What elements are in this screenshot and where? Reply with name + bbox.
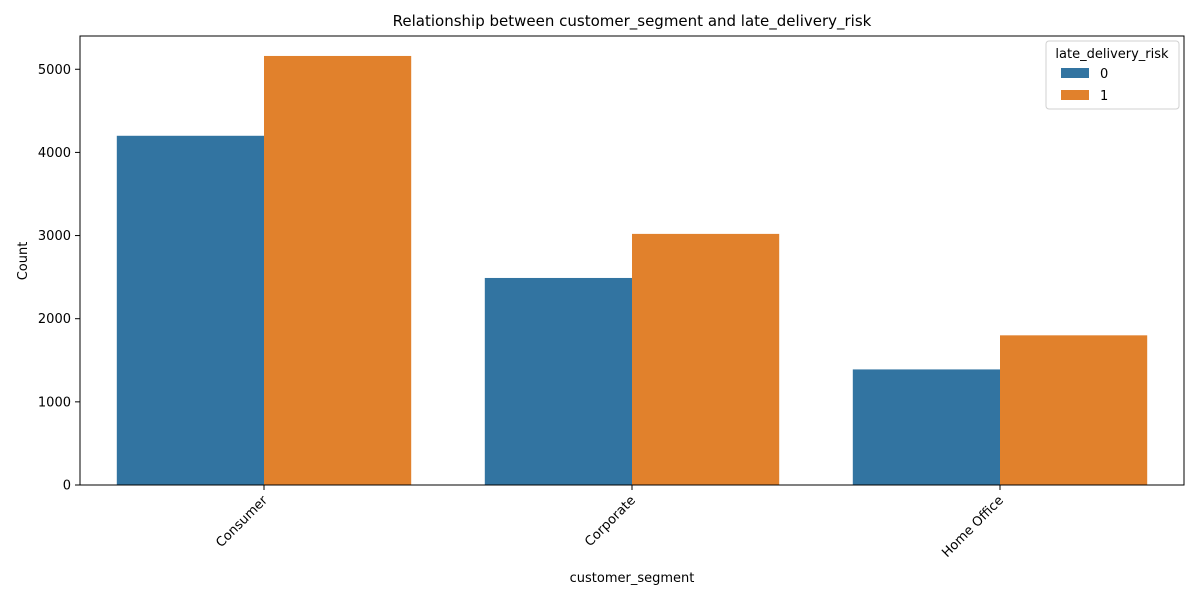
legend-label: 1: [1100, 89, 1108, 104]
bar-consumer-series-1: [264, 55, 412, 486]
y-axis: 0 1000 2000 3000 4000 5000: [38, 63, 80, 494]
chart-title: Relationship between customer_segment an…: [393, 12, 872, 31]
y-tick-label: 3000: [38, 229, 71, 244]
x-axis: Consumer Corporate Home Office: [213, 485, 1007, 561]
legend-title: late_delivery_risk: [1055, 47, 1169, 62]
x-tick-label: Corporate: [582, 493, 639, 550]
legend-swatch: [1061, 68, 1089, 78]
y-tick-label: 0: [63, 479, 71, 494]
y-tick-label: 1000: [38, 395, 71, 410]
bars-group: [116, 55, 1148, 486]
y-tick-label: 4000: [38, 146, 71, 161]
y-tick-label: 5000: [38, 63, 71, 78]
bar-corporate-series-0: [484, 277, 632, 485]
bar-home-office-series-0: [852, 369, 1000, 485]
bar-home-office-series-1: [1000, 335, 1148, 485]
legend-label: 0: [1100, 67, 1108, 82]
x-tick-label: Home Office: [939, 493, 1007, 561]
y-axis-label: Count: [16, 242, 31, 281]
x-tick-label: Consumer: [213, 493, 271, 551]
bar-consumer-series-0: [116, 135, 264, 485]
x-axis-label: customer_segment: [570, 571, 695, 586]
y-tick-label: 2000: [38, 312, 71, 327]
legend-swatch: [1061, 90, 1089, 100]
bar-corporate-series-1: [632, 233, 780, 485]
legend: late_delivery_risk 01: [1045, 40, 1180, 110]
plot-frame: [79, 35, 1185, 486]
legend-entries: 01: [1061, 67, 1108, 104]
